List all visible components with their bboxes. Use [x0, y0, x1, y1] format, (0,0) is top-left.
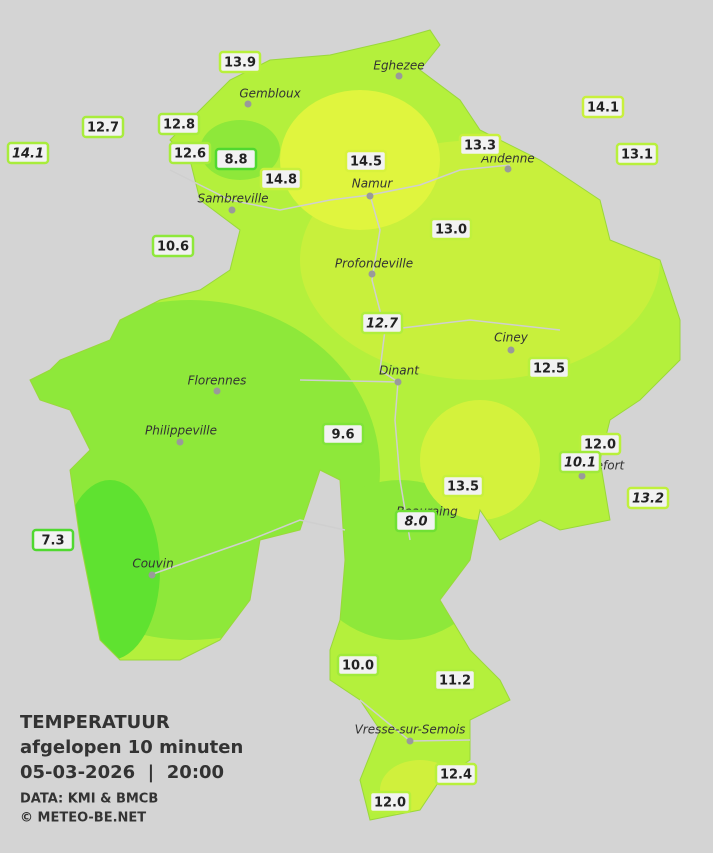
- station-value: 10.6: [157, 240, 189, 255]
- city-label: Eghezee: [373, 59, 424, 73]
- station-value: 12.8: [163, 118, 195, 133]
- title: TEMPERATUUR: [20, 712, 170, 733]
- station-box: [360, 311, 404, 335]
- city-dot: [366, 192, 374, 200]
- station-box: [368, 790, 412, 814]
- station-box: [626, 486, 670, 510]
- station-value: 12.0: [584, 438, 616, 453]
- city-dot: [507, 346, 515, 354]
- station-value: 14.5: [350, 155, 382, 170]
- station-value: 13.1: [621, 148, 653, 163]
- city-dot: [213, 387, 221, 395]
- city-dot: [395, 72, 403, 80]
- station-value: 13.3: [464, 139, 496, 154]
- station-box: [429, 217, 473, 241]
- station-box: [394, 509, 438, 533]
- station-box: [214, 147, 258, 171]
- station-box: [558, 450, 602, 474]
- station-value: 8.8: [224, 153, 247, 168]
- city-label: Gembloux: [239, 87, 301, 101]
- station-box: [168, 141, 212, 165]
- city-label: Couvin: [132, 557, 173, 571]
- city-dot: [244, 100, 252, 108]
- station-value: 12.5: [533, 362, 565, 377]
- station-box: [434, 762, 478, 786]
- station-value: 14.8: [265, 173, 297, 188]
- city-dot: [148, 571, 156, 579]
- rivers: [149, 164, 561, 742]
- station-value: 13.9: [224, 56, 256, 71]
- city-dot: [406, 737, 414, 745]
- station-value: 12.0: [374, 796, 406, 811]
- city-label: Philippeville: [145, 424, 217, 438]
- station-value: 12.7: [87, 121, 119, 136]
- city-label: Vresse-sur-Semois: [355, 723, 466, 737]
- station-box: [581, 95, 625, 119]
- city-dot: [504, 165, 512, 173]
- datetime: 05-03-2026 | 20:00: [20, 762, 224, 783]
- station-box: [321, 422, 365, 446]
- station-box: [344, 149, 388, 173]
- station-box: [458, 133, 502, 157]
- city-label: Profondeville: [335, 257, 413, 271]
- city-label: Ciney: [494, 331, 529, 345]
- station-box: [31, 528, 75, 552]
- subtitle: afgelopen 10 minuten: [20, 737, 243, 758]
- city-label: Namur: [352, 177, 394, 191]
- city-dot: [394, 378, 402, 386]
- station-value: 11.2: [439, 674, 471, 689]
- copyright: © METEO-BE.NET: [20, 811, 146, 826]
- station-box: [218, 50, 262, 74]
- station-value: 12.4: [440, 768, 472, 783]
- station-value: 13.2: [632, 492, 664, 507]
- station-box: [433, 668, 477, 692]
- station-box: [615, 142, 659, 166]
- station-value: 14.1: [12, 147, 44, 162]
- station-value: 7.3: [41, 534, 64, 549]
- station-box: [6, 141, 50, 165]
- station-box: [336, 653, 380, 677]
- city-label: Florennes: [188, 374, 247, 388]
- city-dot: [578, 472, 586, 480]
- station-box: [259, 167, 303, 191]
- source: DATA: KMI & BMCB: [20, 792, 158, 807]
- station-box: [527, 356, 571, 380]
- station-value: 9.6: [331, 428, 354, 443]
- city-label: Sambreville: [197, 192, 268, 206]
- city-label: Dinant: [379, 364, 420, 378]
- station-box: [151, 234, 195, 258]
- station-value: 14.1: [587, 101, 619, 116]
- station-value: 10.1: [564, 456, 596, 471]
- station-box: [157, 112, 201, 136]
- city-dot: [368, 270, 376, 278]
- station-value: 12.7: [366, 317, 399, 332]
- city-dot: [176, 438, 184, 446]
- station-value: 8.0: [404, 515, 427, 530]
- station-box: [81, 115, 125, 139]
- station-value: 13.5: [447, 480, 479, 495]
- station-box: [441, 474, 485, 498]
- station-value: 13.0: [435, 223, 467, 238]
- station-value: 10.0: [342, 659, 374, 674]
- city-dot: [228, 206, 236, 214]
- station-value: 12.6: [174, 147, 206, 162]
